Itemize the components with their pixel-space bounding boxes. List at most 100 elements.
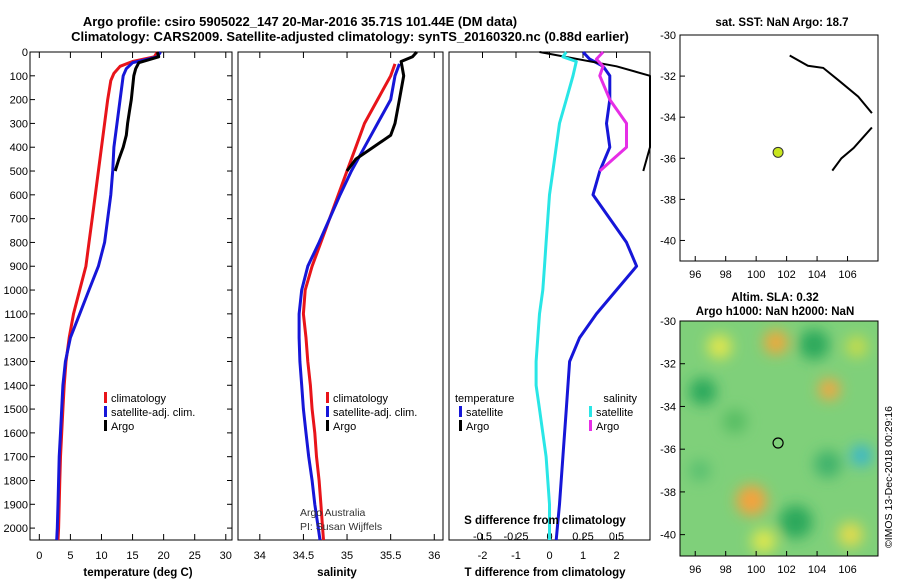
credit-pi-name: PI: Susan Wijffels bbox=[300, 521, 382, 533]
temperature-axes-frame bbox=[29, 51, 233, 541]
map-y-tick-label: -38 bbox=[660, 194, 676, 206]
legend-swatch bbox=[326, 406, 329, 417]
map-x-tick-label: 104 bbox=[808, 269, 826, 281]
map-x-tick-label: 106 bbox=[838, 564, 856, 576]
sla-map-panel: Altim. SLA: 0.32 Argo h1000: NaN h2000: … bbox=[660, 292, 879, 576]
sst-map-marks bbox=[772, 54, 873, 172]
temperature-legend: climatology satellite-adj. clim. Argo bbox=[104, 392, 195, 433]
sla-map-frame bbox=[679, 320, 879, 557]
depth-tick-label: 1700 bbox=[4, 452, 28, 464]
x-tick-label: -2 bbox=[478, 550, 488, 562]
sla-anomaly-blob bbox=[798, 329, 830, 360]
map-x-tick-label: 104 bbox=[808, 564, 826, 576]
difference-x-axis: -2 -1 0 1 2 bbox=[478, 52, 620, 562]
sla-anomaly-blob bbox=[707, 334, 732, 359]
map-x-tick-label: 98 bbox=[720, 564, 732, 576]
map-y-tick-label: -38 bbox=[660, 487, 676, 499]
series-line-s-satellite bbox=[534, 51, 578, 540]
legend-swatch bbox=[326, 420, 329, 431]
legend-label: Argo bbox=[596, 421, 619, 433]
sla-anomaly-blob bbox=[818, 378, 840, 401]
map-x-tick-label: 96 bbox=[689, 269, 701, 281]
salinity-xlabel: salinity bbox=[317, 567, 357, 579]
argo-float-position bbox=[772, 437, 784, 449]
legend-label: climatology bbox=[333, 393, 389, 405]
sst-map-axes: 96 98 100 102 104 106 -30 -32 -34 -36 -38 -40 bbox=[660, 30, 857, 281]
depth-tick-label: 1900 bbox=[4, 499, 28, 511]
legend-label: satellite-adj. clim. bbox=[333, 407, 417, 419]
depth-tick-label: 1800 bbox=[4, 475, 28, 487]
depth-tick-label: 2000 bbox=[4, 523, 28, 535]
x-tick-label: 35 bbox=[341, 550, 353, 562]
map-y-tick-label: -36 bbox=[660, 444, 676, 456]
legend-swatch bbox=[459, 420, 462, 431]
depth-tick-label: 500 bbox=[10, 166, 28, 178]
x-tick-label: 0 bbox=[546, 550, 552, 562]
map-x-tick-label: 100 bbox=[747, 269, 765, 281]
difference-panel: -2 -1 0 1 2 -0.5 -0.25 0 0.25 0.5 temperature sal… bbox=[448, 50, 651, 579]
legend-label: Argo bbox=[466, 421, 489, 433]
sla-anomaly-blob bbox=[763, 330, 789, 355]
x-tick-label: 10 bbox=[95, 550, 107, 562]
depth-tick-label: 700 bbox=[10, 214, 28, 226]
map-y-tick-label: -34 bbox=[660, 401, 676, 413]
x-tick-label: 20 bbox=[158, 550, 170, 562]
x-tick-label: 35.5 bbox=[380, 550, 401, 562]
depth-tick-label: 1500 bbox=[4, 404, 28, 416]
map-x-tick-label: 100 bbox=[747, 564, 765, 576]
series-line-t-argo bbox=[539, 51, 651, 172]
x-tick-label: 5 bbox=[67, 550, 73, 562]
depth-tick-label: 1000 bbox=[4, 285, 28, 297]
sla-anomaly-blob bbox=[689, 377, 717, 406]
x-tick-label: 25 bbox=[189, 550, 201, 562]
depth-tick-label: 1300 bbox=[4, 356, 28, 368]
depth-tick-label: 800 bbox=[10, 237, 28, 249]
map-x-tick-label: 96 bbox=[689, 564, 701, 576]
map-y-tick-label: -40 bbox=[660, 530, 676, 542]
temperature-xlabel: temperature (deg C) bbox=[83, 567, 192, 579]
sla-anomaly-blob bbox=[838, 522, 863, 547]
sla-map-title: Altim. SLA: 0.32 bbox=[731, 292, 819, 304]
x-tick-label: 0 bbox=[36, 550, 42, 562]
argo-track-line bbox=[789, 54, 873, 114]
salinity-profiles bbox=[297, 50, 418, 541]
series-line-argo bbox=[345, 50, 418, 172]
x-tick-label: 2 bbox=[613, 550, 619, 562]
series-line-satellite-adj-clim- bbox=[297, 63, 401, 541]
temperature-panel: 0100200300400500600700800900100011001200… bbox=[4, 47, 650, 579]
sla-anomaly-blob bbox=[779, 505, 813, 539]
depth-tick-label: 200 bbox=[10, 95, 28, 107]
legend-title-salinity: salinity bbox=[603, 393, 637, 405]
map-x-tick-label: 102 bbox=[777, 564, 795, 576]
map-x-tick-label: 106 bbox=[838, 269, 856, 281]
sla-map-anomalies bbox=[689, 329, 872, 554]
x-tick-label: 1 bbox=[580, 550, 586, 562]
map-y-tick-label: -40 bbox=[660, 235, 676, 247]
x-tick-label: 15 bbox=[126, 550, 138, 562]
difference-profiles bbox=[534, 50, 651, 541]
sla-anomaly-blob bbox=[846, 335, 868, 358]
legend-swatch bbox=[589, 420, 592, 431]
legend-swatch bbox=[459, 406, 462, 417]
sst-map-panel: sat. SST: NaN Argo: 18.7 96 98 100 102 104 10… bbox=[660, 17, 879, 281]
series-line-argo bbox=[113, 51, 161, 172]
difference-legend: temperature salinity satellite Argo satellit… bbox=[455, 393, 637, 433]
legend-label: satellite bbox=[466, 407, 503, 419]
salinity-panel: 34 34.5 35 35.5 36 climatology satellite-adj.… bbox=[237, 50, 444, 579]
s-diff-tick-label: 0.5 bbox=[609, 531, 624, 543]
depth-tick-label: 100 bbox=[10, 71, 28, 83]
depth-tick-label: 600 bbox=[10, 190, 28, 202]
sla-anomaly-blob bbox=[814, 450, 842, 478]
map-x-tick-label: 98 bbox=[720, 269, 732, 281]
s-diff-tick-label: 0.25 bbox=[572, 531, 593, 543]
difference-axes-frame bbox=[448, 51, 651, 541]
argo-float-position bbox=[772, 146, 784, 158]
figure-title-line2: Climatology: CARS2009. Satellite-adjuste… bbox=[71, 29, 629, 44]
sla-map-axes: 96 98 100 102 104 106 -30 -32 -34 -36 -38 -40 bbox=[660, 316, 857, 576]
imos-credit: ©IMOS 13-Dec-2018 00:29:16 bbox=[883, 406, 895, 548]
depth-tick-label: 1100 bbox=[4, 309, 28, 321]
temperature-x-axis: 0 5 10 15 20 25 30 bbox=[36, 52, 232, 562]
salinity-x-axis: 34 34.5 35 35.5 36 bbox=[254, 52, 440, 562]
salinity-legend: climatology satellite-adj. clim. Argo bbox=[326, 392, 417, 433]
